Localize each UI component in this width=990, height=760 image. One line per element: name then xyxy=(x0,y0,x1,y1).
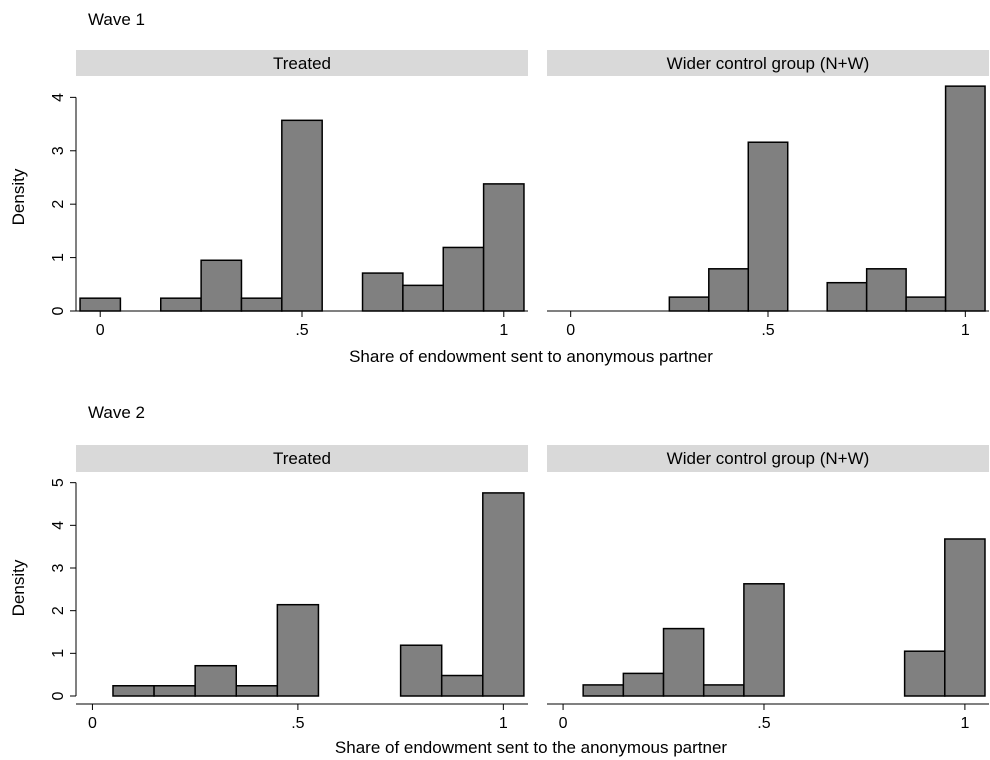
wave-1-chart: Wave 1 Density Share of endowment sent t… xyxy=(9,10,989,366)
y-tick-label: 1 xyxy=(50,253,67,262)
x-tick-label: 1 xyxy=(961,322,970,339)
histogram-bar xyxy=(622,672,665,697)
histogram-bar xyxy=(482,492,525,697)
histogram-bar xyxy=(79,297,122,312)
panel-control: Wider control group (N+W) 0 .5 1 xyxy=(547,445,989,732)
x-tick-label: 1 xyxy=(499,715,508,732)
x-tick-label: .5 xyxy=(291,715,304,732)
histogram-bar xyxy=(276,603,320,697)
panel-header xyxy=(547,445,989,472)
y-tick-label: 2 xyxy=(50,606,67,615)
y-tick-label: 2 xyxy=(50,200,67,209)
histogram-bar xyxy=(361,272,404,312)
x-tick-label: .5 xyxy=(757,715,770,732)
histogram-bar xyxy=(240,297,283,312)
histogram-bar xyxy=(944,538,986,697)
y-axis-title: Density xyxy=(9,168,28,225)
x-tick-label: 0 xyxy=(566,322,575,339)
histogram-bar xyxy=(905,296,947,312)
histogram-bar xyxy=(160,297,202,312)
chart-title: Wave 2 xyxy=(88,403,145,422)
histogram-bar xyxy=(281,119,323,312)
panel-header-label: Wider control group (N+W) xyxy=(667,449,870,468)
x-tick-label: 1 xyxy=(960,715,969,732)
histogram-bar xyxy=(440,674,484,697)
y-tick-label: 4 xyxy=(50,521,67,530)
chart-title: Wave 1 xyxy=(88,10,145,29)
panel-control: Wider control group (N+W) 0 .5 1 xyxy=(547,50,989,339)
histogram-bar xyxy=(668,296,710,312)
histogram-bar xyxy=(702,684,745,697)
x-tick-label: 1 xyxy=(499,322,508,339)
y-tick-label: 5 xyxy=(50,478,67,487)
panel-header-label: Wider control group (N+W) xyxy=(667,54,870,73)
x-tick-label: .5 xyxy=(295,322,308,339)
y-tick-label: 0 xyxy=(50,306,67,315)
y-tick-label: 4 xyxy=(50,93,67,102)
histogram-bar xyxy=(865,268,907,312)
panel-treated: Treated 0 .5 1 0 1 2 3 4 5 xyxy=(50,445,528,732)
x-tick-label: 0 xyxy=(96,322,105,339)
x-axis-label: Share of endowment sent to the anonymous… xyxy=(335,738,728,757)
panel-header xyxy=(76,50,528,76)
histogram-bar xyxy=(826,281,868,312)
x-tick-label: 0 xyxy=(559,715,568,732)
y-tick-label: 1 xyxy=(50,649,67,658)
x-tick-label: .5 xyxy=(761,322,774,339)
x-axis-label: Share of endowment sent to anonymous par… xyxy=(349,347,713,366)
panel-treated: Treated 0 .5 1 0 1 2 3 4 xyxy=(50,50,528,339)
histogram-bar xyxy=(153,685,196,697)
histogram-bar xyxy=(235,685,279,697)
histogram-bar xyxy=(743,583,785,697)
x-tick-label: 0 xyxy=(88,715,97,732)
histogram-bar xyxy=(399,644,443,697)
y-axis-label: Density xyxy=(9,559,28,616)
y-tick-label: 3 xyxy=(50,563,67,572)
histogram-bar xyxy=(442,246,485,312)
histogram-bar xyxy=(194,664,238,697)
histogram-bar xyxy=(903,650,946,697)
histogram-bar xyxy=(708,268,750,312)
panel-header-label: Treated xyxy=(273,54,331,73)
histogram-bar xyxy=(582,684,625,697)
wave-2-chart: Wave 2 Density Share of endowment sent t… xyxy=(9,403,989,757)
panel-header-label: Treated xyxy=(273,449,331,468)
y-axis-label: Density xyxy=(9,168,28,225)
histogram-bar xyxy=(402,284,445,312)
y-tick-label: 3 xyxy=(50,146,67,155)
y-tick-label: 0 xyxy=(50,691,67,700)
histogram-bar xyxy=(944,85,986,312)
panel-header xyxy=(547,50,989,76)
y-axis-title: Density xyxy=(9,559,28,616)
histogram-bar xyxy=(112,685,155,697)
histogram-bar xyxy=(200,259,243,312)
histogram-bar xyxy=(662,627,705,697)
histogram-bar xyxy=(747,141,789,312)
histogram-bar xyxy=(482,183,525,312)
panel-header xyxy=(76,445,528,472)
